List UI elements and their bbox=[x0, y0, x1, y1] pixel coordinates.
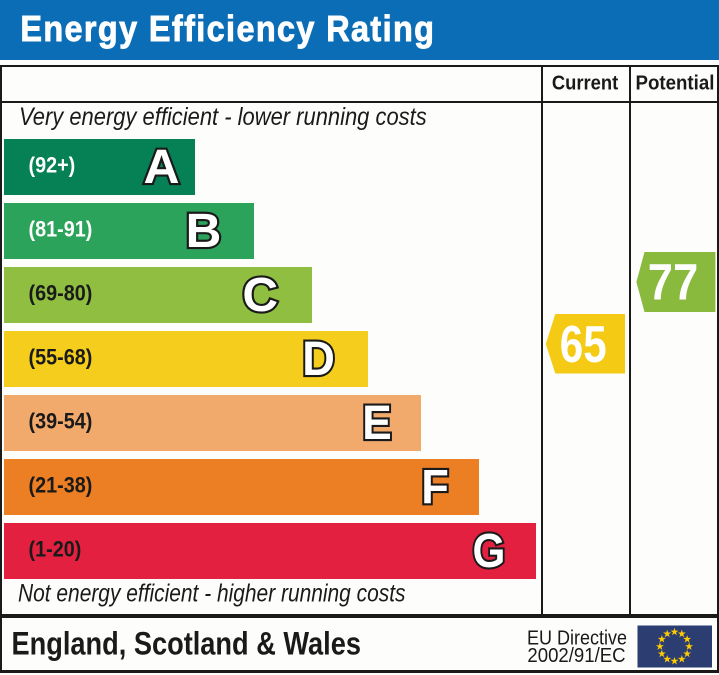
svg-text:Energy Efficiency Rating: Energy Efficiency Rating bbox=[20, 9, 435, 49]
svg-text:E: E bbox=[362, 395, 391, 449]
svg-text:(92+): (92+) bbox=[29, 154, 76, 178]
svg-text:A: A bbox=[143, 141, 179, 194]
svg-text:C: C bbox=[242, 269, 278, 322]
svg-text:2002/91/EC: 2002/91/EC bbox=[527, 645, 625, 667]
svg-text:(1-20): (1-20) bbox=[29, 538, 82, 562]
svg-text:Current: Current bbox=[552, 73, 619, 95]
svg-text:England, Scotland & Wales: England, Scotland & Wales bbox=[11, 626, 361, 662]
svg-text:(39-54): (39-54) bbox=[29, 410, 93, 434]
svg-text:77: 77 bbox=[648, 254, 698, 311]
svg-text:(69-80): (69-80) bbox=[29, 282, 93, 306]
svg-text:Potential: Potential bbox=[635, 72, 714, 95]
svg-text:D: D bbox=[302, 332, 335, 386]
svg-text:(81-91): (81-91) bbox=[29, 218, 93, 242]
svg-text:Not energy efficient - higher: Not energy efficient - higher running co… bbox=[18, 579, 406, 607]
svg-text:(21-38): (21-38) bbox=[29, 474, 93, 498]
svg-text:G: G bbox=[472, 523, 505, 577]
svg-text:Very energy efficient - lower: Very energy efficient - lower running co… bbox=[19, 103, 427, 131]
svg-text:B: B bbox=[186, 205, 222, 258]
svg-text:(55-68): (55-68) bbox=[29, 346, 93, 370]
svg-text:EU Directive: EU Directive bbox=[527, 628, 627, 650]
svg-text:F: F bbox=[421, 460, 449, 514]
svg-text:65: 65 bbox=[560, 316, 607, 374]
